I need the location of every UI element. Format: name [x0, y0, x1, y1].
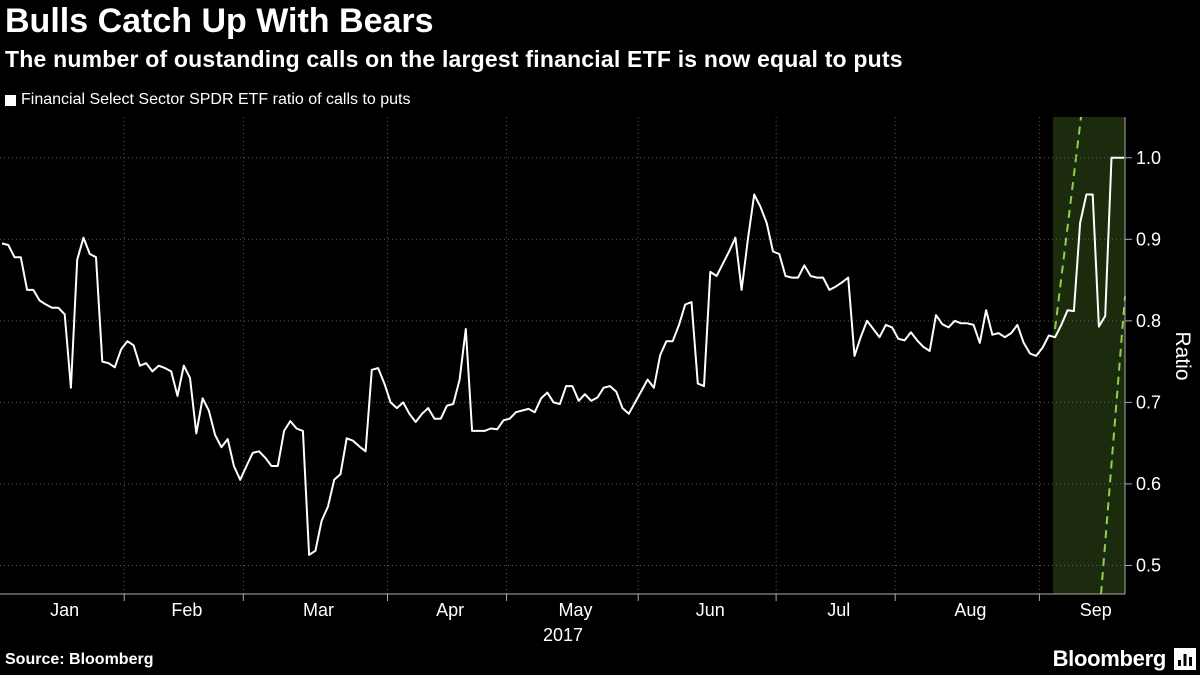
- x-tick-label: Apr: [436, 600, 464, 620]
- x-tick-label: Jun: [696, 600, 725, 620]
- legend-label: Financial Select Sector SPDR ETF ratio o…: [21, 91, 411, 108]
- series-line-calls-to-puts-ratio: [1, 156, 1124, 556]
- x-tick-label: Jul: [827, 600, 850, 620]
- y-tick-label: 0.8: [1136, 311, 1161, 331]
- legend: Financial Select Sector SPDR ETF ratio o…: [5, 91, 410, 109]
- bloomberg-logo-icon: [1174, 648, 1196, 670]
- highlight-band: [1053, 117, 1125, 594]
- chart-subtitle: The number of oustanding calls on the la…: [5, 46, 903, 72]
- legend-swatch: [5, 94, 16, 106]
- x-tick-label: Jan: [50, 600, 79, 620]
- bloomberg-logo-text: Bloomberg: [1052, 646, 1167, 671]
- x-tick-label: Aug: [954, 600, 986, 620]
- y-tick-label: 0.5: [1136, 555, 1161, 575]
- y-tick-label: 0.7: [1136, 392, 1161, 412]
- x-tick-label: Feb: [171, 600, 202, 620]
- x-tick-label: Sep: [1080, 600, 1112, 620]
- y-tick-label: 0.6: [1136, 474, 1161, 494]
- x-tick-label: May: [559, 600, 593, 620]
- trend-line-upper: [1054, 116, 1083, 330]
- source-note: Source: Bloomberg: [5, 651, 154, 668]
- y-axis-title: Ratio: [1171, 331, 1194, 380]
- chart-title: Bulls Catch Up With Bears: [5, 2, 434, 40]
- y-tick-label: 0.9: [1136, 229, 1161, 249]
- trend-line-lower: [1100, 296, 1126, 595]
- x-tick-label: Mar: [303, 600, 334, 620]
- x-axis-year-label: 2017: [543, 625, 583, 645]
- y-tick-label: 1.0: [1136, 148, 1161, 168]
